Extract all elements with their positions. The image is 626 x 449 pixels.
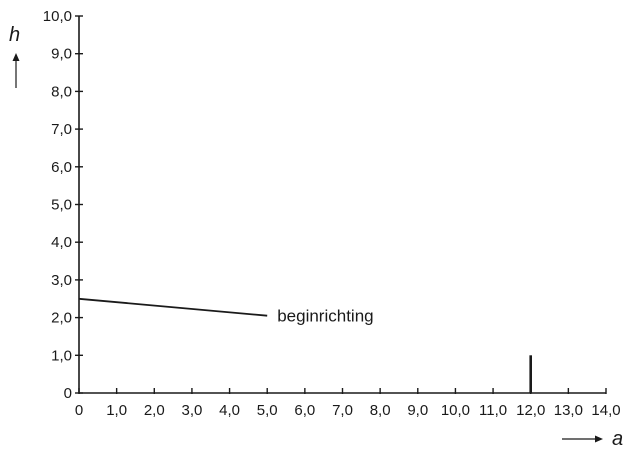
x-tick-label: 5,0 [257, 402, 278, 419]
y-tick-label: 3,0 [51, 272, 72, 289]
ticks: 0 1,0 2,0 3,0 4,0 5,0 6,0 7,0 8,0 9,0 10,0 0 1,0 2,0 3… [43, 8, 621, 419]
x-arrow-head [595, 435, 603, 443]
x-tick-label: 3,0 [181, 402, 202, 419]
x-tick-label: 2,0 [144, 402, 165, 419]
y-tick-label: 1,0 [51, 347, 72, 364]
data-marks: beginrichting [78, 297, 533, 393]
y-tick-label: 7,0 [51, 121, 72, 138]
y-tick-label: 5,0 [51, 197, 72, 214]
axis-arrows [12, 53, 603, 443]
x-tick-label: 9,0 [407, 402, 428, 419]
x-tick-label: 7,0 [332, 402, 353, 419]
y-tick-label: 8,0 [51, 83, 72, 100]
axes [78, 16, 606, 394]
x-tick-label: 10,0 [441, 402, 470, 419]
y-tick-label: 4,0 [51, 234, 72, 251]
y-tick-label: 10,0 [43, 8, 72, 25]
annotation-label: beginrichting [277, 307, 373, 326]
x-tick-label: 8,0 [370, 402, 391, 419]
y-tick-label: 2,0 [51, 310, 72, 327]
x-tick-label: 6,0 [294, 402, 315, 419]
y-tick-label: 6,0 [51, 159, 72, 176]
y-arrow-head [12, 53, 20, 61]
y-axis-label: h [9, 24, 20, 46]
x-tick-label: 13,0 [554, 402, 583, 419]
x-tick-label: 4,0 [219, 402, 240, 419]
x-tick-label: 1,0 [106, 402, 127, 419]
y-tick-label: 9,0 [51, 46, 72, 63]
x-tick-label: 11,0 [479, 402, 507, 419]
series-line-1 [78, 297, 268, 317]
x-tick-label: 0 [75, 402, 83, 419]
x-tick-label: 12,0 [516, 402, 545, 419]
x-tick-label: 14,0 [591, 402, 620, 419]
x-axis-label: a [612, 428, 623, 449]
y-tick-label: 0 [64, 385, 72, 402]
